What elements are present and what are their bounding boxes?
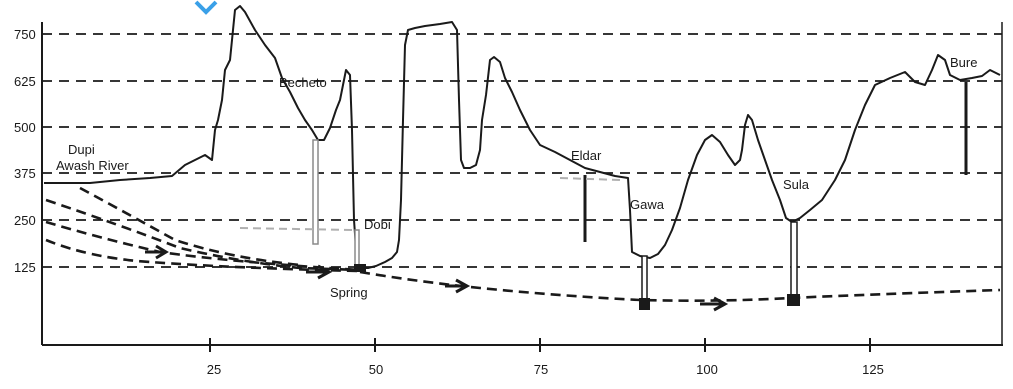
label-dupi: Dupi: [68, 142, 95, 157]
arrow-icon: [445, 278, 471, 294]
y-tick-label: 375: [14, 166, 36, 181]
label-eldar: Eldar: [571, 148, 602, 163]
y-tick-label: 250: [14, 213, 36, 228]
grid-lines: [42, 33, 1002, 268]
well-becheto: [312, 139, 319, 245]
label-bure: Bure: [950, 55, 977, 70]
faint-trace: [559, 177, 621, 181]
axes: [41, 22, 1003, 346]
label-dobi: Dobi: [364, 217, 391, 232]
flow-line-lower: [45, 238, 361, 273]
well-sula-base: [787, 294, 800, 306]
flow-line-middle: [45, 220, 361, 272]
x-tick-label: 125: [862, 362, 884, 377]
label-spring: Spring: [330, 285, 368, 300]
y-ticks: 750 625 500 375 250 125: [14, 27, 36, 275]
label-gawa: Gawa: [630, 197, 665, 212]
x-ticks: [209, 338, 871, 352]
place-labels: Dupi Awash River Becheto Dobi Spring Eld…: [56, 55, 977, 300]
arrow-icon: [145, 244, 169, 260]
y-tick-label: 500: [14, 120, 36, 135]
label-awash-river: Awash River: [56, 158, 129, 173]
flow-arrows: [145, 244, 729, 312]
y-tick-label: 625: [14, 74, 36, 89]
y-tick-label: 750: [14, 27, 36, 42]
flow-lines: [45, 186, 1001, 302]
x-tick-label: 25: [207, 362, 221, 377]
spring-marker: [354, 264, 366, 272]
well-sula: [790, 221, 798, 299]
label-sula: Sula: [783, 177, 810, 192]
x-tick-label: 50: [369, 362, 383, 377]
arrow-icon: [700, 296, 729, 312]
label-becheto: Becheto: [279, 75, 327, 90]
flow-line-from-dupi: [79, 186, 301, 267]
accent-mark: [194, 0, 218, 15]
well-gawa: [641, 255, 648, 301]
x-tick-label: 75: [534, 362, 548, 377]
y-tick-label: 125: [14, 260, 36, 275]
well-gawa-base: [639, 298, 650, 310]
faint-traces: [239, 177, 621, 231]
topographic-profile: [44, 5, 1001, 269]
x-tick-label: 100: [696, 362, 718, 377]
faint-trace: [239, 227, 353, 231]
arrow-icon: [306, 264, 333, 280]
flow-line-upper: [45, 198, 361, 272]
wells: [312, 82, 968, 310]
x-tick-labels: 25 50 75 100 125: [207, 362, 884, 377]
